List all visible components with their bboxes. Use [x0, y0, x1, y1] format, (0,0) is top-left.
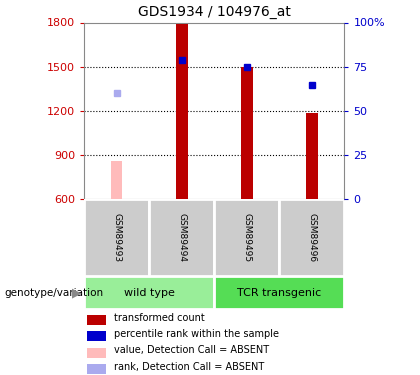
- Text: transformed count: transformed count: [114, 313, 205, 322]
- FancyBboxPatch shape: [84, 199, 149, 276]
- Text: TCR transgenic: TCR transgenic: [237, 288, 321, 297]
- Bar: [87, 315, 106, 325]
- FancyBboxPatch shape: [214, 199, 279, 276]
- Text: wild type: wild type: [123, 288, 175, 297]
- Bar: [87, 331, 106, 341]
- Text: GSM89493: GSM89493: [112, 213, 121, 262]
- Bar: [176, 24, 187, 199]
- Text: GSM89494: GSM89494: [177, 213, 186, 262]
- Bar: [111, 160, 122, 199]
- Text: genotype/variation: genotype/variation: [4, 288, 103, 297]
- Bar: [87, 348, 106, 358]
- Bar: [87, 364, 106, 374]
- Text: ▶: ▶: [72, 286, 82, 299]
- FancyBboxPatch shape: [279, 199, 344, 276]
- Bar: [241, 67, 252, 199]
- Title: GDS1934 / 104976_at: GDS1934 / 104976_at: [138, 5, 291, 19]
- Text: GSM89495: GSM89495: [242, 213, 251, 262]
- Text: percentile rank within the sample: percentile rank within the sample: [114, 329, 279, 339]
- FancyBboxPatch shape: [84, 276, 214, 309]
- FancyBboxPatch shape: [149, 199, 214, 276]
- Text: value, Detection Call = ABSENT: value, Detection Call = ABSENT: [114, 345, 269, 355]
- Text: rank, Detection Call = ABSENT: rank, Detection Call = ABSENT: [114, 362, 265, 372]
- FancyBboxPatch shape: [214, 276, 344, 309]
- Text: GSM89496: GSM89496: [307, 213, 316, 262]
- Bar: [306, 113, 318, 199]
